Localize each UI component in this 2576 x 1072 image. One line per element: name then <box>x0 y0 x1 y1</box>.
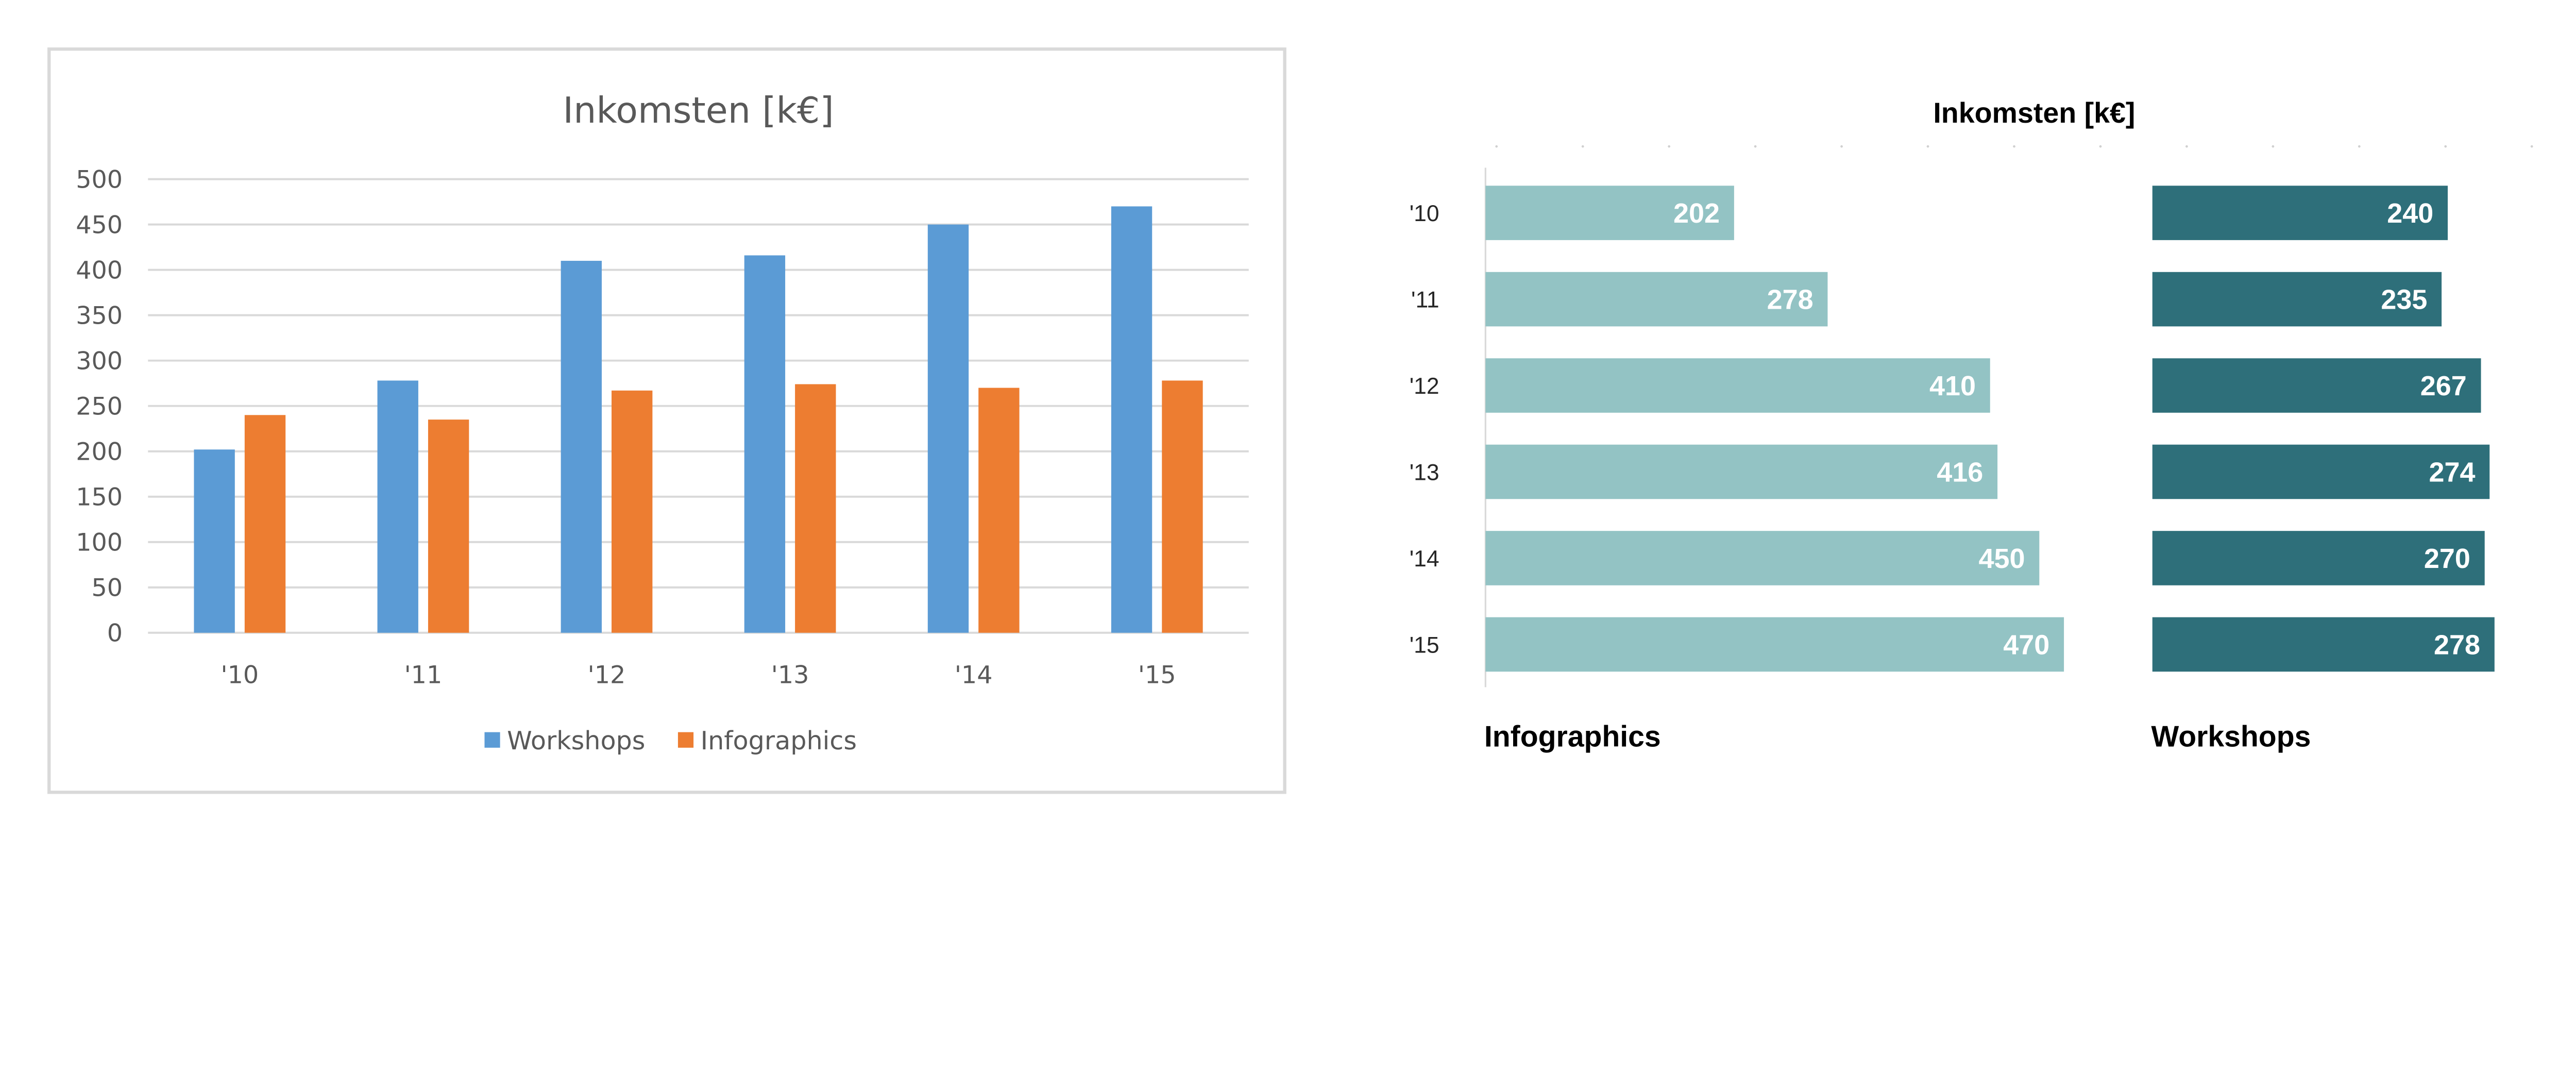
y-tick-label: 400 <box>76 256 123 284</box>
category-label: '14 <box>1410 546 1439 572</box>
y-tick-label: 450 <box>76 211 123 239</box>
x-tick-label: '13 <box>771 661 809 689</box>
category-label: '10 <box>1410 201 1439 226</box>
bar-infographics-0 <box>244 415 286 633</box>
bar-workshops-2 <box>2152 358 2481 413</box>
category-label: '15 <box>1410 632 1439 658</box>
category-label: '11 <box>1411 287 1439 312</box>
category-label: '12 <box>1410 374 1439 399</box>
grid-dot <box>1840 145 1843 148</box>
y-tick-label: 0 <box>107 619 123 647</box>
chart-title: Inkomsten [k€] <box>1933 97 2135 129</box>
y-tick-label: 300 <box>76 347 123 375</box>
charts-canvas: Inkomsten [k€] 0 50 100 150 200 250 300 350 400 4… <box>47 47 2533 794</box>
bar-infographics-4 <box>978 388 1020 633</box>
y-tick-label: 500 <box>76 165 123 194</box>
vertical-bar-chart: Inkomsten [k€] 0 50 100 150 200 250 300 350 400 4… <box>47 47 1286 794</box>
bar-workshops-5 <box>2152 617 2495 672</box>
data-label: 240 <box>2387 198 2433 229</box>
bar-infographics-5 <box>1162 380 1203 633</box>
data-label: 274 <box>2429 457 2475 488</box>
y-tick-label: 100 <box>76 528 123 557</box>
legend-label-workshops: Workshops <box>507 726 645 756</box>
grid-dot <box>2358 145 2361 148</box>
series-label-infographics: Infographics <box>1484 720 1661 753</box>
bar-workshops-5 <box>1111 206 1153 633</box>
series-label-workshops: Workshops <box>2151 720 2311 753</box>
grid-dot <box>2444 145 2447 148</box>
data-label: 267 <box>2420 371 2467 401</box>
y-tick-label: 50 <box>91 574 123 602</box>
grid-dot <box>2013 145 2015 148</box>
data-label: 278 <box>1767 284 1814 315</box>
bar-workshops-4 <box>927 224 969 633</box>
legend-swatch-workshops <box>484 732 500 748</box>
data-label: 410 <box>1929 371 1976 401</box>
grid-dot <box>1581 145 1584 148</box>
x-tick-label: '11 <box>404 661 443 689</box>
data-label: 278 <box>2434 629 2480 660</box>
x-tick-label: '14 <box>955 661 993 689</box>
grid-dot <box>2272 145 2275 148</box>
bar-infographics-0 <box>1485 186 1734 240</box>
bar-infographics-1 <box>1485 272 1828 327</box>
grid-dot <box>2530 145 2533 148</box>
bar-workshops-2 <box>561 261 602 633</box>
y-tick-label: 350 <box>76 301 123 330</box>
category-label: '13 <box>1410 460 1439 485</box>
grid-dot <box>2185 145 2188 148</box>
y-tick-label: 150 <box>76 483 123 511</box>
bar-workshops-4 <box>2152 531 2485 585</box>
grid-dot <box>1495 145 1498 148</box>
bar-workshops-3 <box>2152 444 2490 499</box>
y-tick-label: 200 <box>76 438 123 466</box>
bar-workshops-3 <box>744 255 786 633</box>
bar-infographics-3 <box>1485 444 1998 499</box>
data-label: 470 <box>2003 629 2049 660</box>
x-tick-label: '10 <box>221 661 259 689</box>
bar-infographics-2 <box>612 390 653 633</box>
grid-dot <box>1754 145 1757 148</box>
data-label: 416 <box>1937 457 1983 488</box>
horizontal-bar-chart: Inkomsten [k€] '10 202 240 '11 278 235 '12 410 2… <box>1410 97 2533 753</box>
data-label: 270 <box>2424 543 2470 574</box>
bar-infographics-5 <box>1485 617 2064 672</box>
bar-infographics-3 <box>795 384 836 633</box>
grid-dot <box>2099 145 2102 148</box>
grid-dot <box>1926 145 1929 148</box>
data-label: 202 <box>1673 198 1720 229</box>
bar-infographics-4 <box>1485 531 2040 585</box>
grid-dot <box>1668 145 1671 148</box>
chart-title: Inkomsten [k€] <box>563 90 834 131</box>
y-tick-label: 250 <box>76 392 123 421</box>
data-label: 235 <box>2381 284 2427 315</box>
bar-workshops-1 <box>2152 272 2442 327</box>
bar-infographics-2 <box>1485 358 1990 413</box>
bar-workshops-1 <box>377 380 418 633</box>
legend-swatch-infographics <box>677 732 694 748</box>
legend-label-infographics: Infographics <box>701 726 857 756</box>
bar-infographics-1 <box>428 420 469 633</box>
bar-workshops-0 <box>2152 186 2448 240</box>
bar-workshops-0 <box>194 449 235 633</box>
x-tick-label: '15 <box>1138 661 1176 689</box>
x-tick-label: '12 <box>588 661 626 689</box>
data-label: 450 <box>1978 543 2025 574</box>
